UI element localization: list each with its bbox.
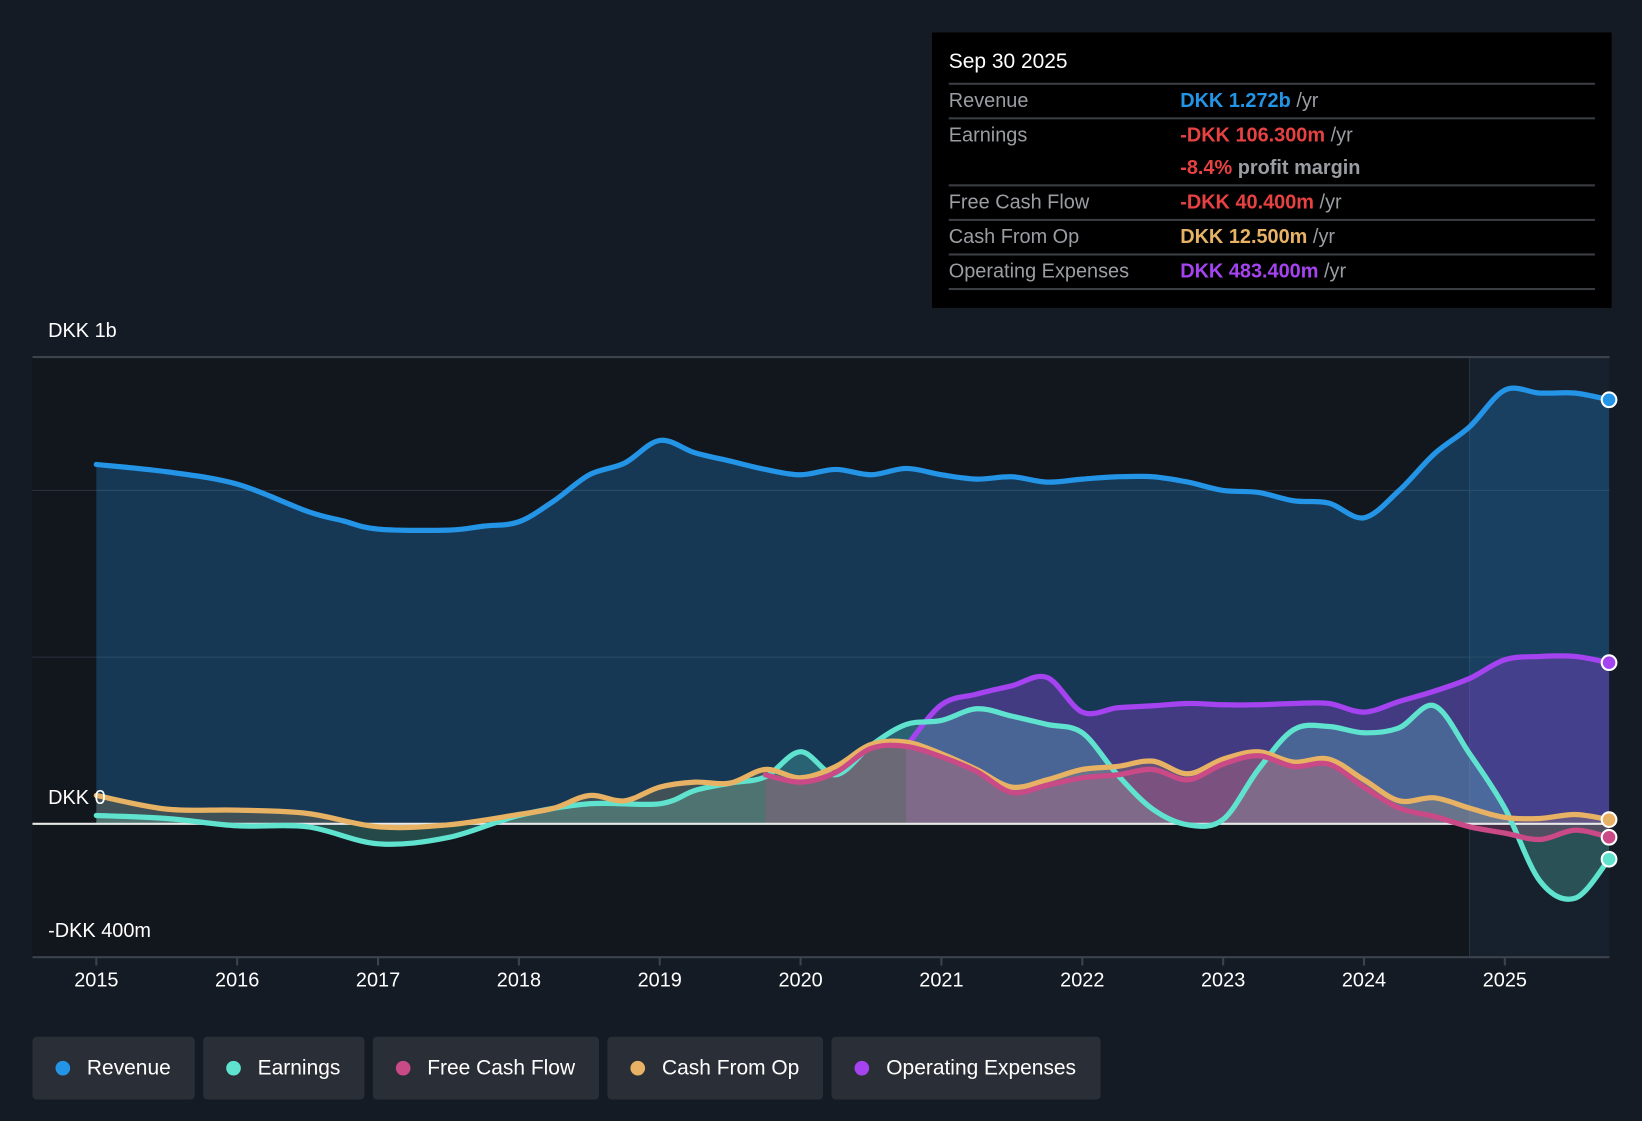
row-value: DKK 1.272b <box>1180 90 1291 113</box>
x-tick-label: 2022 <box>1060 969 1105 992</box>
row-value: -DKK 106.300m <box>1180 124 1326 147</box>
legend: Revenue Earnings Free Cash Flow Cash Fro… <box>32 1036 1101 1100</box>
x-tick-label: 2019 <box>637 969 682 992</box>
free-cash-flow-line <box>762 742 1612 843</box>
row-value: DKK 12.500m <box>1180 226 1308 249</box>
cfo-dot-icon <box>630 1060 646 1076</box>
tooltip: Sep 30 2025 Revenue DKK 1.272b /yr Earni… <box>932 32 1612 308</box>
profit-margin-label: profit margin <box>1237 157 1361 180</box>
cash-from-op-end-marker <box>1600 811 1618 829</box>
row-label: Operating Expenses <box>948 260 1130 283</box>
row-unit: /yr <box>1296 90 1319 113</box>
tooltip-row-earnings: Earnings -DKK 106.300m /yr -8.4% profit … <box>948 119 1595 187</box>
tooltip-row-fcf: Free Cash Flow -DKK 40.400m /yr <box>948 186 1595 221</box>
revenue-end-marker <box>1600 391 1618 409</box>
legend-label: Earnings <box>257 1056 341 1080</box>
legend-label: Revenue <box>86 1056 171 1080</box>
y-label-zero: DKK 0 <box>48 787 106 810</box>
tooltip-row-cfo: Cash From Op DKK 12.500m /yr <box>948 221 1595 256</box>
legend-earnings[interactable]: Earnings <box>203 1036 365 1100</box>
row-unit: /yr <box>1312 226 1336 249</box>
opex-dot-icon <box>854 1060 870 1076</box>
profit-margin-value: -8.4% <box>1180 157 1233 180</box>
row-unit: /yr <box>1319 191 1342 214</box>
earnings-area <box>96 705 1610 900</box>
legend-operating-expenses[interactable]: Operating Expenses <box>831 1036 1101 1100</box>
tooltip-row-revenue: Revenue DKK 1.272b /yr <box>948 85 1595 120</box>
free-cash-flow-area <box>765 745 1610 840</box>
legend-cash-from-op[interactable]: Cash From Op <box>607 1036 824 1100</box>
cash-from-op-line <box>93 738 1612 831</box>
row-unit: /yr <box>1330 124 1353 147</box>
earnings-end-marker <box>1600 850 1618 868</box>
y-label-top: DKK 1b <box>48 320 117 343</box>
row-label: Free Cash Flow <box>948 191 1090 214</box>
row-value: DKK 483.400m <box>1180 260 1319 283</box>
free-cash-flow-end-marker <box>1600 828 1618 846</box>
operating-expenses-line <box>903 653 1612 750</box>
legend-label: Operating Expenses <box>886 1056 1077 1080</box>
x-tick-label: 2016 <box>215 969 260 992</box>
earnings-dot-icon <box>226 1060 241 1076</box>
revenue-area <box>96 388 1610 824</box>
legend-label: Free Cash Flow <box>427 1056 576 1080</box>
operating-expenses-area <box>906 655 1610 824</box>
y-label-bottom: -DKK 400m <box>48 920 152 943</box>
x-tick-label: 2018 <box>496 969 542 992</box>
legend-free-cash-flow[interactable]: Free Cash Flow <box>372 1036 600 1100</box>
row-value: -DKK 40.400m <box>1180 191 1315 214</box>
row-label: Revenue <box>948 90 1029 113</box>
revenue-dot-icon <box>55 1060 71 1076</box>
earnings-line <box>93 702 1612 902</box>
operating-expenses-end-marker <box>1600 654 1618 672</box>
x-tick-label: 2023 <box>1200 969 1246 992</box>
x-tick-label: 2015 <box>74 969 119 992</box>
row-label: Cash From Op <box>948 226 1080 249</box>
legend-label: Cash From Op <box>661 1056 800 1080</box>
x-tick-label: 2021 <box>919 969 964 992</box>
revenue-line <box>93 385 1612 534</box>
legend-revenue[interactable]: Revenue <box>32 1036 195 1100</box>
row-unit: /yr <box>1323 260 1347 283</box>
x-tick-label: 2024 <box>1341 969 1387 992</box>
fcf-dot-icon <box>395 1060 411 1076</box>
row-label: Earnings <box>948 124 1028 147</box>
tooltip-row-opex: Operating Expenses DKK 483.400m /yr <box>948 256 1595 291</box>
x-tick-label: 2017 <box>355 969 401 992</box>
x-tick-label: 2020 <box>778 969 823 992</box>
x-tick-label: 2025 <box>1482 969 1527 992</box>
tooltip-date: Sep 30 2025 <box>948 47 1595 85</box>
